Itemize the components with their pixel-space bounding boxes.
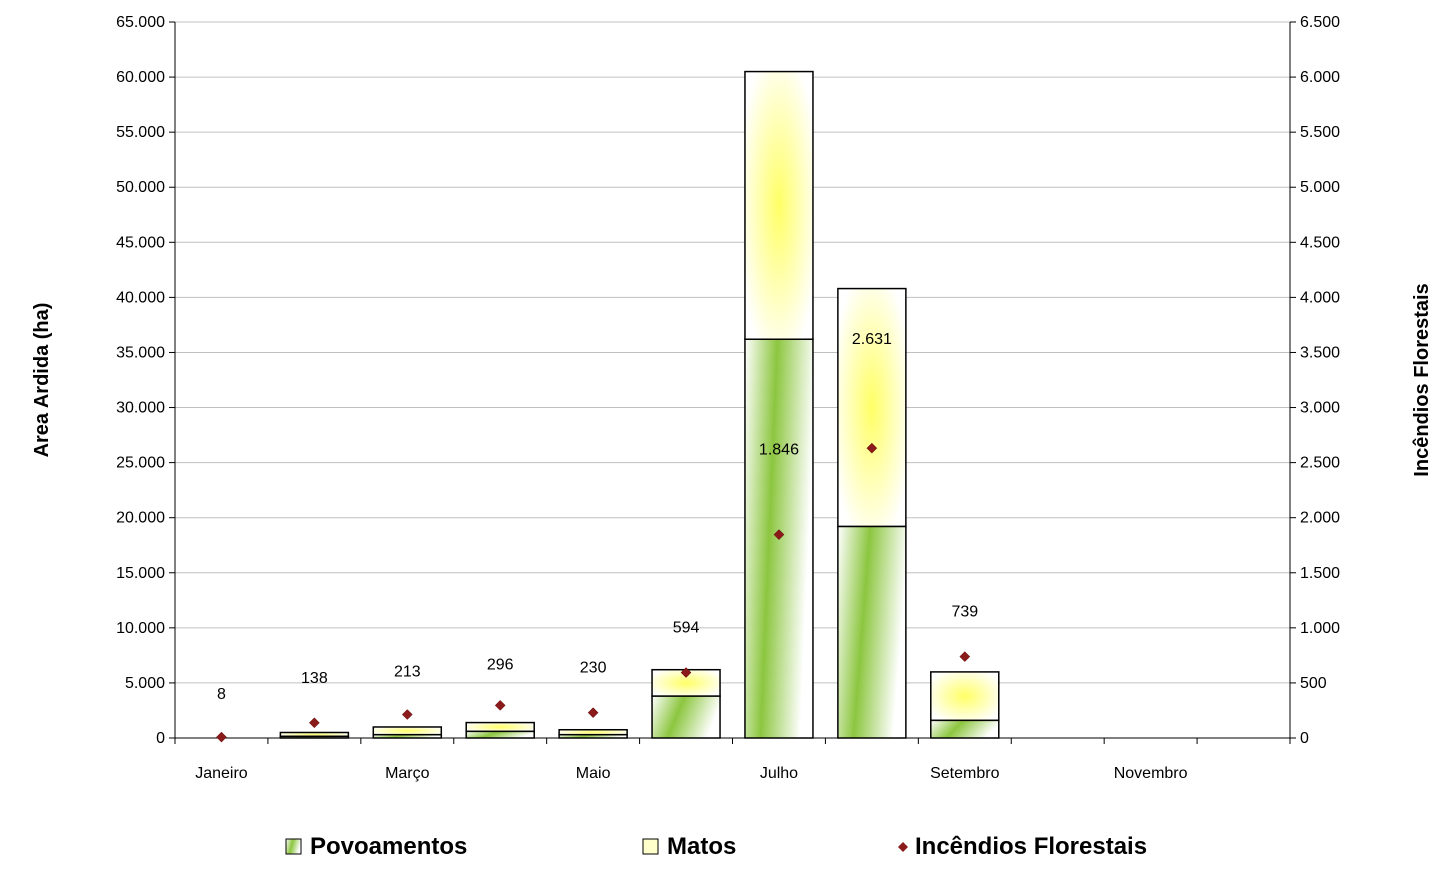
y-tick-label: 50.000 bbox=[116, 179, 165, 196]
y-tick-label: 60.000 bbox=[116, 69, 165, 86]
data-label: 230 bbox=[580, 660, 607, 677]
y-tick-label: 15.000 bbox=[116, 565, 165, 582]
data-label: 739 bbox=[951, 604, 978, 621]
y2-tick-label: 1.500 bbox=[1300, 565, 1340, 582]
data-label: 594 bbox=[673, 620, 700, 637]
y2-tick-label: 5.500 bbox=[1300, 124, 1340, 141]
x-tick-label: Julho bbox=[760, 765, 798, 782]
y2-axis-title: Incêndios Florestais bbox=[1411, 283, 1433, 476]
y2-tick-label: 1.000 bbox=[1300, 620, 1340, 637]
x-tick-label: Março bbox=[385, 765, 430, 782]
legend-label-incendios: Incêndios Florestais bbox=[915, 833, 1147, 860]
y-tick-label: 30.000 bbox=[116, 400, 165, 417]
bar-matos bbox=[744, 70, 814, 340]
y-tick-label: 65.000 bbox=[116, 14, 165, 31]
y-tick-label: 25.000 bbox=[116, 455, 165, 472]
y2-tick-label: 500 bbox=[1300, 675, 1327, 692]
incendios-point bbox=[309, 717, 320, 729]
y2-tick-label: 0 bbox=[1300, 730, 1309, 747]
bar-povoamentos bbox=[837, 525, 907, 739]
y2-tick-label: 2.500 bbox=[1300, 455, 1340, 472]
x-tick-label: Janeiro bbox=[195, 765, 248, 782]
legend-swatch-povoamentos bbox=[285, 838, 302, 855]
legend-swatch-matos bbox=[642, 838, 659, 855]
bar-povoamentos bbox=[930, 719, 1000, 739]
legend-label-matos: Matos bbox=[667, 833, 736, 860]
incendios-point bbox=[494, 700, 506, 711]
x-tick-label: Setembro bbox=[930, 765, 999, 782]
y2-tick-label: 6.500 bbox=[1300, 14, 1340, 31]
legend-label-povoamentos: Povoamentos bbox=[310, 833, 467, 860]
x-tick-label: Maio bbox=[576, 765, 611, 782]
data-label: 296 bbox=[487, 656, 514, 673]
incendios-point bbox=[680, 667, 692, 678]
y-tick-label: 55.000 bbox=[116, 124, 165, 141]
y2-tick-label: 3.000 bbox=[1300, 400, 1340, 417]
y-tick-label: 5.000 bbox=[125, 675, 165, 692]
y-axis-title: Area Ardida (ha) bbox=[31, 303, 53, 458]
bar-matos bbox=[837, 287, 907, 528]
incendios-point bbox=[587, 707, 599, 719]
y-tick-label: 35.000 bbox=[116, 344, 165, 361]
y2-tick-label: 6.000 bbox=[1300, 69, 1340, 86]
incendios-point bbox=[866, 442, 878, 454]
data-label: 213 bbox=[394, 664, 421, 681]
y2-tick-label: 3.500 bbox=[1300, 344, 1340, 361]
bar-matos bbox=[651, 668, 721, 697]
bar-matos bbox=[465, 721, 535, 733]
data-label: 8 bbox=[217, 686, 226, 703]
y-tick-label: 10.000 bbox=[116, 620, 165, 637]
incendios-point bbox=[401, 709, 413, 720]
bar-povoamentos bbox=[651, 695, 721, 739]
y2-tick-label: 4.500 bbox=[1300, 234, 1340, 251]
y2-tick-label: 5.000 bbox=[1300, 179, 1340, 196]
y2-tick-label: 4.000 bbox=[1300, 289, 1340, 306]
y-tick-label: 20.000 bbox=[116, 510, 165, 527]
data-label: 138 bbox=[301, 670, 328, 687]
data-label: 1.846 bbox=[759, 442, 799, 459]
x-tick-label: Novembro bbox=[1114, 765, 1188, 782]
y-tick-label: 45.000 bbox=[116, 234, 165, 251]
bar-povoamentos bbox=[465, 730, 535, 739]
bar-matos bbox=[930, 671, 1000, 722]
y2-tick-label: 2.000 bbox=[1300, 510, 1340, 527]
incendios-point bbox=[959, 651, 971, 662]
bar-matos bbox=[372, 726, 443, 736]
y-tick-label: 0 bbox=[156, 730, 165, 747]
legend-marker-incendios bbox=[898, 842, 908, 852]
data-label: 2.631 bbox=[852, 331, 892, 348]
incendios-point bbox=[773, 529, 785, 541]
y-tick-label: 40.000 bbox=[116, 289, 165, 306]
incendios-point bbox=[216, 731, 227, 743]
